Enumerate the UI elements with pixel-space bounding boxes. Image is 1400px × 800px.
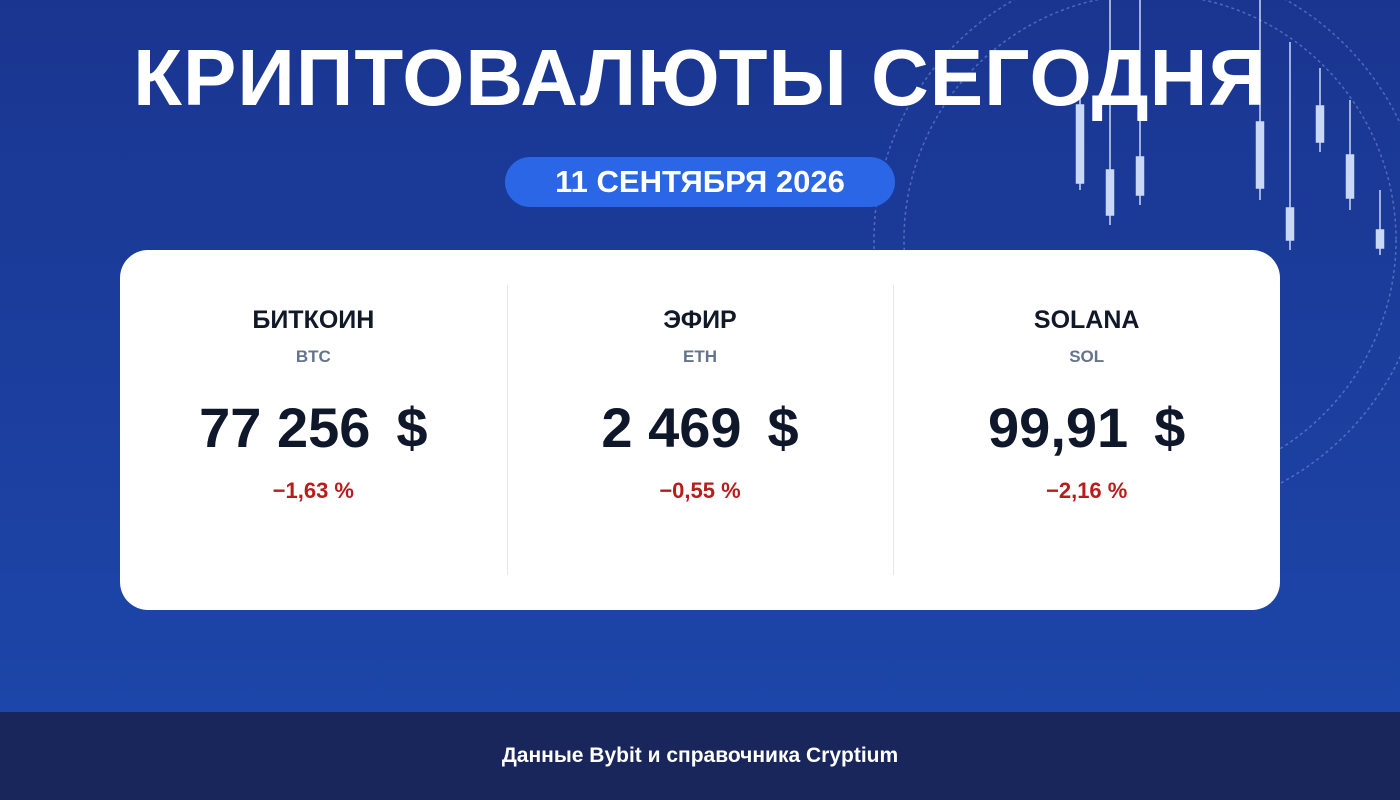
price-value: 2 469 [601,396,742,459]
coin-name: SOLANA [1033,306,1140,334]
date-badge: 11 СЕНТЯБРЯ 2026 [505,157,895,207]
coin-ticker: BTC [295,347,331,366]
candle [1315,105,1325,143]
coin-price: 2 469 $ [507,395,894,460]
coin-column: SOLANA SOL 99,91 $ −2,16 % [893,250,1280,610]
currency: $ [767,396,799,459]
coin-name: ЭФИР [663,306,737,334]
candles [1075,0,1385,255]
coin-price: 99,91 $ [893,395,1280,460]
price-change: −1,63 % [272,478,354,503]
coin-column: ЭФИР ETH 2 469 $ −0,55 % [506,250,894,610]
currency: $ [1154,396,1186,459]
price-change: −0,55 % [659,478,741,503]
candle [1075,104,1085,184]
candle [1345,154,1355,199]
title: КРИПТОВАЛЮТЫ СЕГОДНЯ [133,33,1267,122]
price-value: 99,91 [988,396,1129,459]
footer: Данные Bybit и справочника Cryptium [0,712,1400,800]
candle [1375,229,1385,249]
currency: $ [396,396,428,459]
coin-ticker: SOL [1069,347,1105,366]
price-value: 77 256 [199,396,371,459]
coin-name: БИТКОИН [252,306,375,334]
candle [1105,169,1115,216]
candle [1135,156,1145,196]
coin-price: 77 256 $ [120,395,507,460]
candle [1255,121,1265,189]
rates-card: БИТКОИН BTC 77 256 $ −1,63 % ЭФИР ETH 2 469 $ −0,… [120,250,1280,610]
coin-ticker: ETH [683,347,717,366]
coin-column: БИТКОИН BTC 77 256 $ −1,63 % [120,250,507,610]
price-change: −2,16 % [1046,478,1128,503]
candle [1285,207,1295,241]
